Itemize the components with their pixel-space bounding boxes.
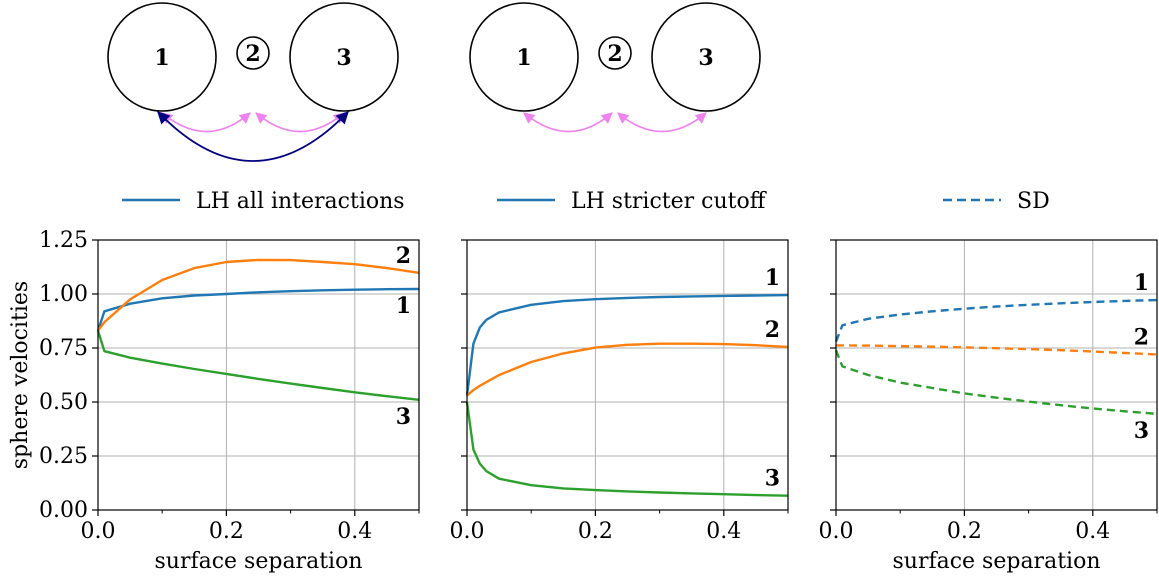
sphere-1-label: 1 xyxy=(154,45,169,71)
y-axis-label: sphere velocities xyxy=(8,281,33,469)
legend-lh-all: LH all interactions xyxy=(122,189,405,214)
series-1-label: 1 xyxy=(1134,270,1149,296)
y-tick-label: 1.25 xyxy=(39,228,88,253)
sphere-2 xyxy=(236,36,270,70)
panel-lh-all-interactions: 1 2 3 0.0 0.2 0.4 0.00 0.25 0.50 0.75 1.00 1.25 surf… xyxy=(8,228,420,574)
series-2-line xyxy=(97,258,420,332)
series-1-line xyxy=(834,298,1158,342)
x-tick-label: 0.4 xyxy=(1075,519,1110,544)
sphere-3 xyxy=(289,2,399,112)
legend-sd: SD xyxy=(943,189,1050,214)
y-tick-label: 0.25 xyxy=(39,444,88,469)
arc-1-2 xyxy=(523,112,613,133)
sphere-2 xyxy=(598,36,632,70)
series-3-line xyxy=(96,330,420,401)
diagram-all-interactions: 1 2 3 xyxy=(107,2,399,162)
legend-label: LH stricter cutoff xyxy=(571,189,767,214)
sphere-3-label: 3 xyxy=(698,45,713,71)
series-2-label: 2 xyxy=(1134,324,1149,350)
x-tick-label: 0.2 xyxy=(947,519,982,544)
x-axis-label: surface separation xyxy=(154,549,362,574)
y-tick-label: 0.50 xyxy=(39,390,88,415)
x-tick-label: 0.4 xyxy=(706,519,741,544)
series-1-line xyxy=(96,287,420,332)
sphere-3 xyxy=(651,2,761,112)
y-tick-label: 0.75 xyxy=(39,336,88,361)
series-3-label: 3 xyxy=(396,404,411,430)
series-2-line xyxy=(835,344,1158,356)
x-tick-label: 0.2 xyxy=(578,519,613,544)
legend-label: SD xyxy=(1017,189,1050,214)
series-2-label: 2 xyxy=(396,243,411,269)
sphere-3-label: 3 xyxy=(336,45,351,71)
series-1-label: 1 xyxy=(765,265,780,291)
y-tick-label: 1.00 xyxy=(39,282,88,307)
series-3-line xyxy=(465,401,789,497)
axes-frame xyxy=(835,239,1158,511)
x-tick-label: 0.4 xyxy=(337,519,372,544)
x-axis-label: surface separation xyxy=(892,549,1100,574)
axes-frame xyxy=(97,239,420,511)
legend-label: LH all interactions xyxy=(196,189,405,214)
legend-lh-stricter: LH stricter cutoff xyxy=(497,189,767,214)
sphere-1-label: 1 xyxy=(516,45,531,71)
x-tick-label: 0.0 xyxy=(81,519,116,544)
series-1-label: 1 xyxy=(396,293,411,319)
series-3-line xyxy=(834,349,1158,416)
x-tick-label: 0.2 xyxy=(209,519,244,544)
sphere-1 xyxy=(107,2,217,112)
y-tick-label: 0.00 xyxy=(39,498,88,523)
arc-2-3 xyxy=(617,112,707,133)
x-tick-label: 0.0 xyxy=(819,519,854,544)
sphere-1 xyxy=(469,2,579,112)
series-2-line xyxy=(466,342,789,397)
series-3-label: 3 xyxy=(1134,418,1149,444)
arc-1-3 xyxy=(157,111,349,162)
sphere-2-label: 2 xyxy=(607,41,622,67)
series-2-label: 2 xyxy=(765,317,780,343)
panel-lh-stricter-cutoff: 1 2 3 0.0 0.2 0.4 xyxy=(450,239,789,544)
axes-frame xyxy=(466,239,789,511)
series-1-line xyxy=(465,293,789,396)
series-3-label: 3 xyxy=(765,466,780,492)
diagram-stricter-cutoff: 1 2 3 xyxy=(469,2,761,133)
panel-sd: 1 2 3 0.0 0.2 0.4 surface separation xyxy=(819,239,1158,574)
x-tick-label: 0.0 xyxy=(450,519,485,544)
sphere-2-label: 2 xyxy=(245,41,260,67)
